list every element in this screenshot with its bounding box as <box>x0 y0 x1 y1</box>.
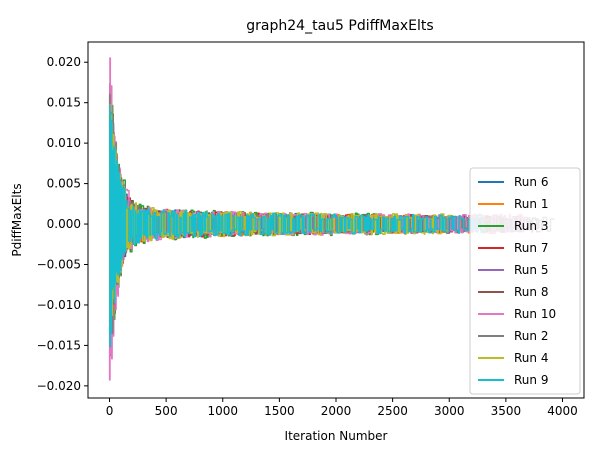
legend: Run 6 Run 1 Run 3 Run 7 Run 5 Run 8 Run 10 Run … <box>469 167 581 395</box>
legend-label: Run 6 <box>514 175 548 189</box>
legend-label: Run 2 <box>514 329 548 343</box>
y-axis-ticks: −0.020 −0.015 −0.010 −0.005 0.000 0.005 0.010 0… <box>37 55 88 393</box>
y-tick-label: 0.005 <box>47 177 81 191</box>
x-tick-label: 1500 <box>264 404 295 418</box>
series-line <box>109 104 486 348</box>
y-axis-label: PdiffMaxElts <box>10 183 24 256</box>
x-axis-label: Iteration Number <box>285 429 388 443</box>
x-tick-label: 2000 <box>321 404 352 418</box>
x-axis-ticks: 0 500 1000 1500 2000 2500 3000 3500 4000 <box>106 398 578 418</box>
legend-label: Run 5 <box>514 263 548 277</box>
x-tick-label: 3000 <box>434 404 465 418</box>
legend-box <box>469 167 581 395</box>
y-tick-label: −0.010 <box>37 298 81 312</box>
y-tick-label: −0.015 <box>37 338 81 352</box>
legend-label: Run 10 <box>514 307 556 321</box>
legend-label: Run 7 <box>514 241 548 255</box>
plot-lines <box>108 57 555 381</box>
x-tick-label: 3500 <box>491 404 522 418</box>
y-tick-label: −0.005 <box>37 258 81 272</box>
legend-label: Run 3 <box>514 219 548 233</box>
legend-label: Run 8 <box>514 285 548 299</box>
x-tick-label: 1000 <box>207 404 238 418</box>
x-tick-label: 500 <box>155 404 178 418</box>
chart-title: graph24_tau5 PdiffMaxElts <box>246 18 433 34</box>
y-tick-label: 0.000 <box>47 217 81 231</box>
y-tick-label: 0.015 <box>47 96 81 110</box>
x-tick-label: 4000 <box>547 404 578 418</box>
legend-label: Run 4 <box>514 351 548 365</box>
x-tick-label: 2500 <box>377 404 408 418</box>
legend-label: Run 9 <box>514 373 548 387</box>
x-tick-label: 0 <box>106 404 114 418</box>
y-tick-label: 0.020 <box>47 55 81 69</box>
y-tick-label: 0.010 <box>47 136 81 150</box>
legend-label: Run 1 <box>514 197 548 211</box>
y-tick-label: −0.020 <box>37 379 81 393</box>
